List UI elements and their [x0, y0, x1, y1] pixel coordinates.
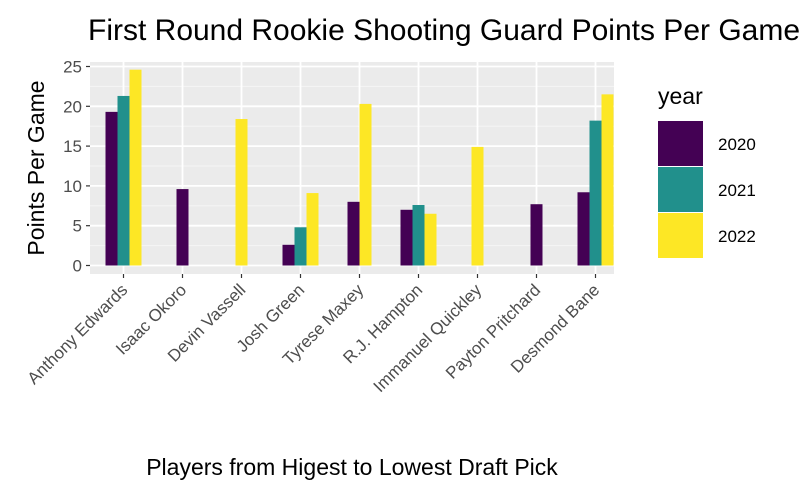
x-tick-label: Immanuel Quickley	[370, 280, 486, 396]
x-axis-title: Players from Higest to Lowest Draft Pick	[146, 454, 558, 480]
bars	[105, 69, 614, 266]
chart-title: First Round Rookie Shooting Guard Points…	[88, 14, 800, 47]
bar-tyrese-maxey-2020	[347, 201, 360, 266]
bar-josh-green-2020	[282, 244, 295, 266]
y-tick-label: 5	[73, 217, 82, 236]
y-axis-title: Points Per Game	[23, 80, 49, 255]
bar-anthony-edwards-2022	[129, 69, 142, 266]
bar-anthony-edwards-2021	[117, 95, 130, 266]
bar-josh-green-2021	[294, 227, 307, 266]
bar-desmond-bane-2022	[601, 94, 614, 266]
legend-label-2020: 2020	[718, 135, 756, 154]
y-tick-label: 20	[63, 97, 82, 116]
bar-r-j-hampton-2022	[424, 213, 437, 266]
legend-key-2020	[658, 121, 703, 166]
y-tick-label: 15	[63, 137, 82, 156]
legend-label-2021: 2021	[718, 181, 756, 200]
x-tick-label: Anthony Edwards	[24, 280, 132, 388]
bar-josh-green-2022	[306, 193, 319, 266]
legend-title: year	[658, 83, 703, 109]
bar-desmond-bane-2021	[589, 120, 602, 266]
bar-immanuel-quickley-2022	[471, 146, 484, 266]
y-tick-label: 0	[73, 257, 82, 276]
bar-devin-vassell-2022	[235, 119, 248, 266]
y-axis: 0 5 10 15 20 25	[63, 58, 90, 276]
bar-anthony-edwards-2020	[105, 111, 118, 266]
legend: year 2020 2021 2022	[658, 83, 756, 258]
y-tick-label: 10	[63, 177, 82, 196]
bar-payton-pritchard-2020	[530, 204, 543, 266]
legend-label-2022: 2022	[718, 227, 756, 246]
legend-key-2021	[658, 167, 703, 212]
bar-isaac-okoro-2020	[176, 189, 189, 266]
y-tick-label: 25	[63, 58, 82, 77]
bar-tyrese-maxey-2022	[359, 103, 372, 266]
bar-r-j-hampton-2021	[412, 205, 425, 266]
bar-desmond-bane-2020	[577, 192, 590, 266]
legend-key-2022	[658, 213, 703, 258]
bar-r-j-hampton-2020	[400, 209, 413, 266]
